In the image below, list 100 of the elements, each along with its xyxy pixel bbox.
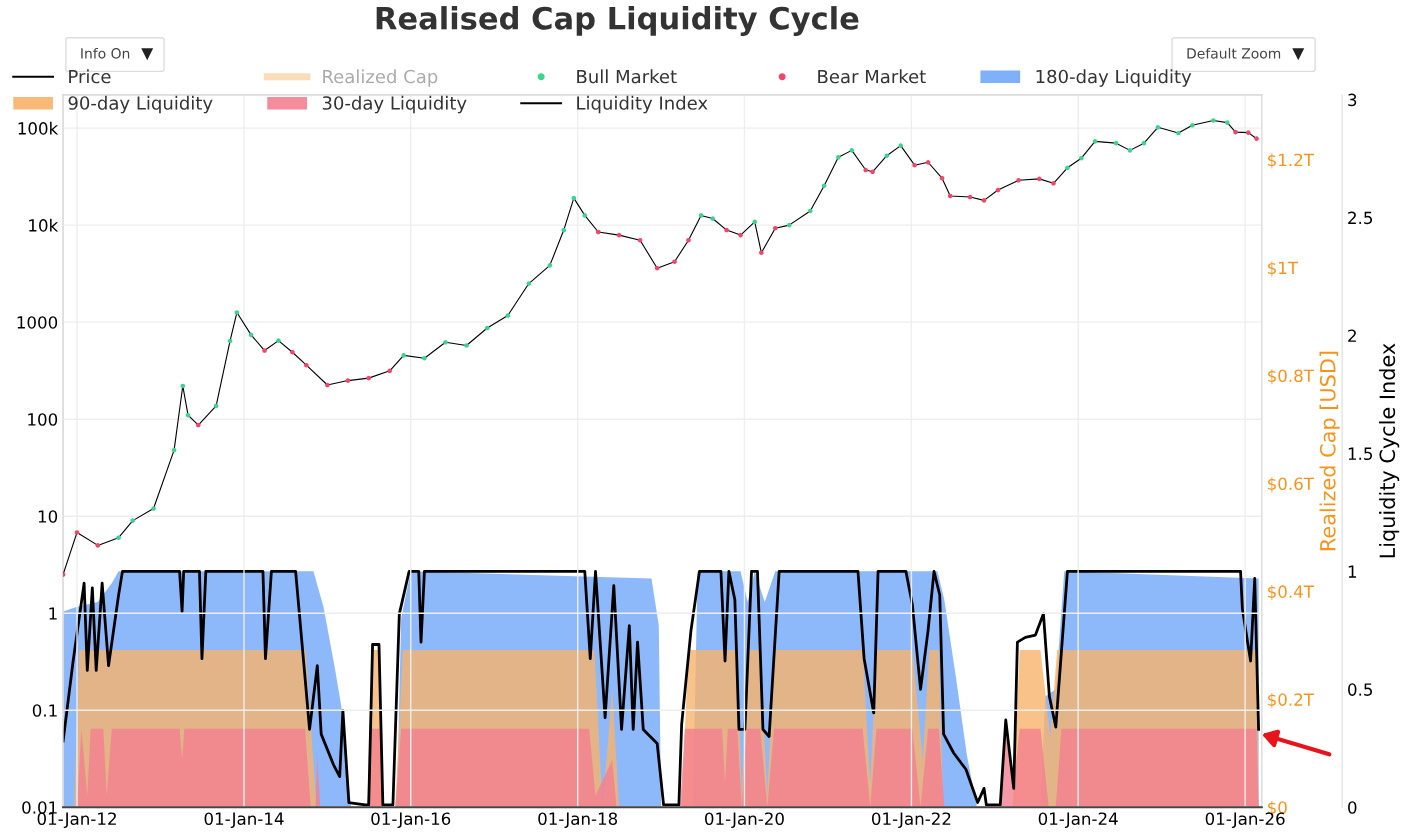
y-tick-label: 0.01: [22, 801, 57, 814]
point: [387, 368, 393, 374]
y-tick-label: 1: [49, 607, 57, 620]
x-tick-label: 01-Jan-16: [371, 812, 451, 829]
point: [836, 155, 841, 160]
x-tick-label: 01-Jan-14: [204, 812, 284, 829]
point: [95, 543, 101, 548]
x-tick-label: 01-Jan-22: [871, 812, 951, 829]
point: [898, 143, 903, 148]
point: [304, 362, 309, 368]
text: Info On: [81, 47, 130, 59]
text: Default Zoom: [1187, 47, 1281, 59]
point: [1051, 181, 1056, 186]
point: [130, 518, 136, 523]
point: [772, 225, 778, 231]
x-tick-label: 01-Jan-20: [705, 812, 784, 829]
point: [939, 175, 945, 181]
point: [325, 382, 330, 388]
legend-label: 90-day Liquidity: [68, 95, 213, 114]
point: [967, 194, 973, 200]
point: [1127, 148, 1133, 153]
point: [1065, 165, 1070, 171]
y3-tick-label: 3: [1348, 93, 1357, 107]
point: [1211, 118, 1216, 123]
legend-label: Liquidity Index: [577, 95, 708, 114]
legend-label: 180-day Liquidity: [1036, 69, 1192, 87]
point: [74, 530, 80, 535]
point: [276, 338, 281, 343]
y3-tick-label: 1.5: [1348, 447, 1373, 461]
point: [547, 263, 553, 268]
chart-title: Realised Cap Liquidity Cycle: [376, 6, 859, 36]
point: [1225, 120, 1230, 125]
point: [884, 153, 890, 158]
y-tick-label: 100k: [18, 121, 59, 135]
point: [870, 169, 875, 175]
point: [616, 232, 622, 238]
y2-tick-label: $0.6T: [1268, 477, 1314, 493]
point: [1016, 177, 1021, 183]
point: [290, 349, 295, 355]
point: [422, 355, 427, 361]
legend-label: Bull Market: [577, 69, 677, 84]
point: [464, 343, 469, 348]
point: [151, 506, 156, 511]
point: [738, 232, 743, 238]
y-tick-label: 0.1: [32, 704, 57, 717]
point: [995, 187, 1001, 193]
y3-tick-label: 0.5: [1348, 683, 1373, 696]
y2-tick-label: $1T: [1268, 261, 1299, 277]
point: [248, 332, 254, 338]
y3-axis-title: Liquidity Cycle Index: [1379, 343, 1400, 558]
legend-label: Realized Cap: [323, 69, 438, 87]
point: [724, 227, 729, 233]
point: [821, 183, 827, 189]
point: [1254, 136, 1259, 141]
point: [1155, 125, 1161, 130]
point: [1176, 130, 1181, 136]
point: [1113, 140, 1119, 146]
point: [1092, 139, 1098, 144]
point: [637, 237, 643, 243]
point: [234, 310, 240, 315]
point: [505, 313, 511, 318]
x-tick-label: 01-Jan-18: [538, 812, 618, 829]
point: [171, 447, 177, 453]
legend-label: 30-day Liquidity: [322, 95, 467, 114]
point: [227, 338, 233, 344]
y2-axis-title: Realized Cap [USD]: [1319, 351, 1340, 551]
y-tick-label: 1000: [17, 316, 58, 329]
y-tick-label: 100: [28, 413, 58, 426]
point: [849, 148, 855, 153]
y3-tick-label: 1: [1348, 565, 1357, 578]
point: [1233, 129, 1238, 135]
y3-tick-label: 0: [1348, 801, 1357, 814]
point: [116, 535, 121, 541]
legend-label: Price: [69, 69, 111, 84]
point: [262, 348, 267, 353]
point: [582, 213, 588, 218]
point: [526, 281, 532, 286]
point: [1246, 130, 1251, 135]
point: [1190, 122, 1195, 128]
point: [1141, 140, 1147, 146]
point: [698, 213, 704, 218]
point: [401, 353, 406, 358]
point: [213, 403, 219, 409]
y2-tick-label: $0.2T: [1268, 692, 1314, 709]
point: [710, 216, 715, 221]
point: [185, 412, 191, 418]
x-tick-label: 01-Jan-24: [1038, 812, 1118, 829]
point: [443, 340, 448, 345]
y2-tick-label: $0.8T: [1268, 369, 1314, 385]
y-tick-label: 10: [38, 510, 58, 523]
y3-tick-label: 2: [1348, 329, 1356, 342]
x-tick-label: 01-Jan-12: [37, 812, 116, 829]
point: [686, 237, 691, 243]
point: [981, 198, 987, 203]
y2-tick-label: $1.2T: [1268, 153, 1314, 169]
point: [759, 250, 764, 256]
y-tick-label: 10k: [29, 218, 59, 232]
y2-tick-label: $0.4T: [1268, 585, 1314, 601]
point: [672, 259, 677, 265]
point: [912, 162, 917, 168]
